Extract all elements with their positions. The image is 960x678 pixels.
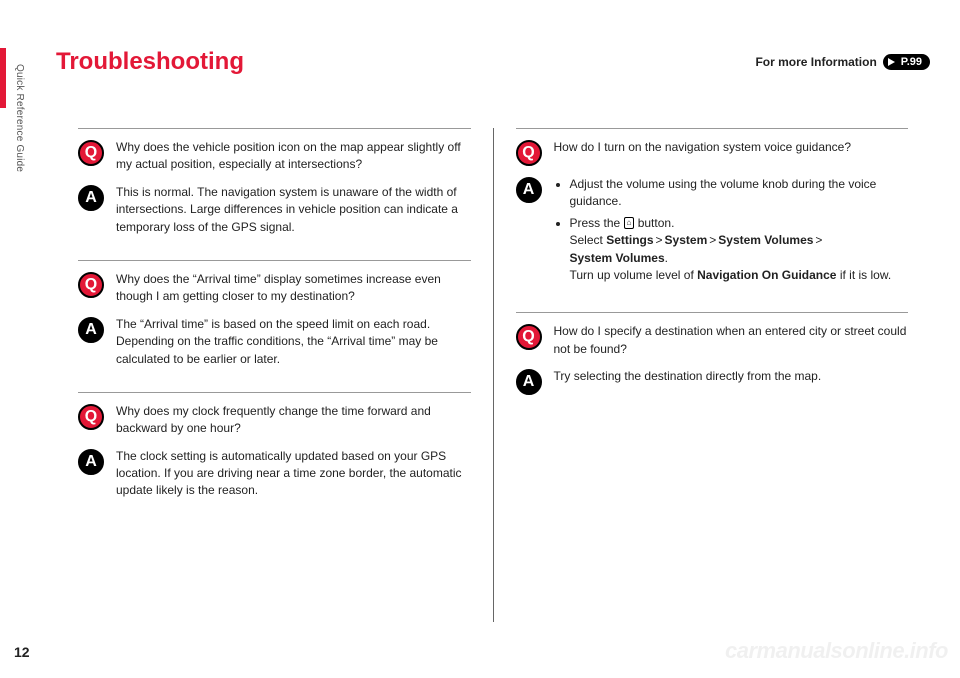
answer-text: The clock setting is automatically updat… — [116, 448, 471, 500]
page-ref-pill[interactable]: P.99 — [883, 54, 930, 70]
q-icon: Q — [78, 272, 104, 298]
column-left: Q Why does the vehicle position icon on … — [56, 128, 493, 622]
q-icon: Q — [516, 324, 542, 350]
text-fragment: Select — [570, 233, 607, 247]
list-item: Press the ⌂ button. Select Settings>Syst… — [570, 215, 909, 285]
answer-row: A Try selecting the destination directly… — [516, 368, 909, 395]
list-item: Adjust the volume using the volume knob … — [570, 176, 909, 211]
question-row: Q How do I turn on the navigation system… — [516, 139, 909, 166]
answer-row: A The clock setting is automatically upd… — [78, 448, 471, 500]
breadcrumb-item: System — [665, 233, 708, 247]
more-info: For more Information P.99 — [755, 54, 930, 70]
answer-row: A Adjust the volume using the volume kno… — [516, 176, 909, 288]
more-info-label: For more Information — [755, 55, 876, 69]
q-icon: Q — [516, 140, 542, 166]
header-row: Troubleshooting For more Information P.9… — [56, 48, 930, 76]
side-section-label: Quick Reference Guide — [14, 64, 25, 172]
chevron-right-icon: > — [654, 233, 665, 247]
a-icon: A — [78, 449, 104, 475]
answer-text: Try selecting the destination directly f… — [554, 368, 909, 385]
chevron-right-icon: > — [813, 233, 824, 247]
qa-block: Q Why does the vehicle position icon on … — [78, 128, 471, 260]
answer-row: A The “Arrival time” is based on the spe… — [78, 316, 471, 368]
answer-list: Adjust the volume using the volume knob … — [554, 176, 909, 284]
question-text: Why does my clock frequently change the … — [116, 403, 471, 438]
qa-block: Q Why does the “Arrival time” display so… — [78, 260, 471, 392]
content-columns: Q Why does the vehicle position icon on … — [56, 128, 930, 622]
breadcrumb-item: System Volumes — [718, 233, 813, 247]
answer-row: A This is normal. The navigation system … — [78, 184, 471, 236]
q-icon: Q — [78, 140, 104, 166]
question-text: Why does the “Arrival time” display some… — [116, 271, 471, 306]
page-title: Troubleshooting — [56, 48, 244, 76]
text-fragment: Turn up volume level of — [570, 268, 698, 282]
answer-text: This is normal. The navigation system is… — [116, 184, 471, 236]
a-icon: A — [78, 317, 104, 343]
answer-text: Adjust the volume using the volume knob … — [554, 176, 909, 288]
text-fragment: Press the — [570, 216, 624, 230]
a-icon: A — [516, 177, 542, 203]
a-icon: A — [78, 185, 104, 211]
home-icon: ⌂ — [624, 217, 635, 229]
question-row: Q Why does the vehicle position icon on … — [78, 139, 471, 174]
page-number: 12 — [14, 644, 30, 660]
column-right: Q How do I turn on the navigation system… — [493, 128, 931, 622]
a-icon: A — [516, 369, 542, 395]
text-fragment: if it is low. — [836, 268, 891, 282]
qa-block: Q How do I specify a destination when an… — [516, 312, 909, 419]
text-fragment: button. — [634, 216, 674, 230]
q-icon: Q — [78, 404, 104, 430]
question-text: Why does the vehicle position icon on th… — [116, 139, 471, 174]
side-tab — [0, 48, 6, 108]
chevron-right-icon: > — [707, 233, 718, 247]
question-text: How do I turn on the navigation system v… — [554, 139, 909, 156]
answer-text: The “Arrival time” is based on the speed… — [116, 316, 471, 368]
question-row: Q How do I specify a destination when an… — [516, 323, 909, 358]
page: Quick Reference Guide 12 Troubleshooting… — [0, 0, 960, 678]
question-row: Q Why does the “Arrival time” display so… — [78, 271, 471, 306]
qa-block: Q How do I turn on the navigation system… — [516, 128, 909, 312]
bold-term: Navigation On Guidance — [697, 268, 836, 282]
question-row: Q Why does my clock frequently change th… — [78, 403, 471, 438]
breadcrumb-item: Settings — [606, 233, 653, 247]
question-text: How do I specify a destination when an e… — [554, 323, 909, 358]
qa-block: Q Why does my clock frequently change th… — [78, 392, 471, 524]
watermark: carmanualsonline.info — [725, 638, 948, 664]
breadcrumb-item: System Volumes — [570, 251, 665, 265]
